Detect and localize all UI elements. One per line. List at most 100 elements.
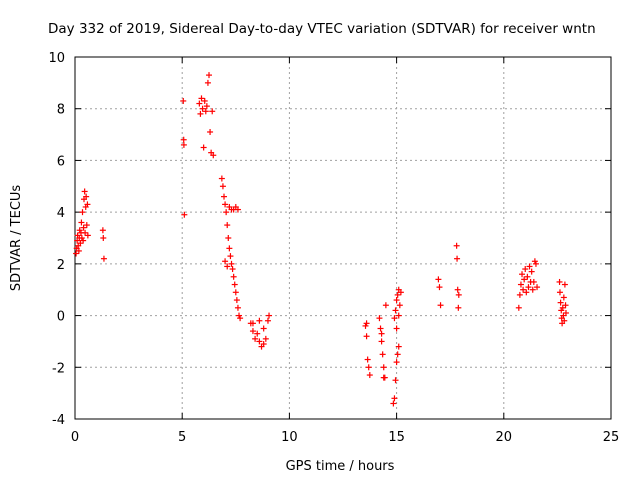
data-point	[455, 291, 462, 298]
data-point	[234, 304, 241, 311]
data-point	[520, 286, 527, 293]
data-point	[210, 152, 217, 159]
y-tick-label: 6	[57, 154, 65, 169]
data-point	[526, 263, 533, 270]
data-point	[378, 330, 385, 337]
data-point	[524, 273, 531, 280]
data-point	[197, 110, 204, 117]
data-point	[392, 377, 399, 384]
data-point	[262, 335, 269, 342]
data-point	[561, 317, 568, 324]
data-point	[232, 289, 239, 296]
data-point	[557, 299, 564, 306]
data-point	[254, 330, 261, 337]
data-point	[393, 297, 400, 304]
data-point	[221, 193, 228, 200]
data-point	[516, 291, 523, 298]
data-point	[198, 95, 205, 102]
data-point	[376, 315, 383, 322]
data-point	[380, 374, 387, 381]
data-point	[196, 100, 203, 107]
data-point	[225, 235, 232, 241]
data-point	[366, 372, 373, 379]
data-point	[260, 325, 267, 332]
data-point	[201, 97, 208, 104]
data-point	[515, 304, 522, 311]
data-point	[222, 201, 229, 208]
data-point	[234, 206, 241, 213]
data-point	[200, 144, 207, 151]
data-point	[436, 284, 443, 291]
data-point	[363, 333, 370, 340]
x-tick-label: 5	[178, 430, 186, 445]
x-tick-label: 15	[388, 430, 405, 445]
data-point	[202, 108, 209, 115]
data-point	[237, 315, 244, 322]
data-point	[378, 338, 385, 345]
data-point	[84, 232, 91, 239]
data-point	[529, 286, 536, 293]
data-point	[455, 304, 462, 311]
data-point	[395, 312, 402, 319]
data-point	[525, 284, 532, 291]
data-point	[393, 359, 400, 366]
data-point	[556, 289, 563, 296]
data-point	[377, 325, 384, 332]
data-point	[561, 281, 568, 288]
data-point	[519, 271, 526, 278]
data-point	[393, 325, 400, 332]
data-point	[100, 235, 107, 241]
data-point	[562, 309, 569, 316]
data-point	[249, 320, 256, 327]
data-point	[204, 79, 211, 86]
data-point	[199, 105, 206, 112]
data-point	[83, 193, 90, 200]
data-point	[394, 351, 401, 358]
y-tick-label: -2	[52, 361, 65, 376]
data-point	[75, 247, 82, 254]
data-point	[219, 183, 226, 190]
data-point	[454, 255, 461, 262]
chart-title: Day 332 of 2019, Sidereal Day-to-day VTE…	[48, 21, 596, 37]
y-tick-label: 4	[57, 206, 65, 221]
data-point	[223, 209, 230, 216]
data-point	[228, 260, 235, 267]
data-point	[249, 328, 256, 335]
y-tick-label: 0	[57, 310, 65, 325]
data-point	[80, 237, 87, 244]
y-tick-label: 2	[57, 258, 65, 273]
data-point	[227, 253, 234, 260]
data-point	[100, 255, 107, 262]
data-point	[260, 341, 267, 348]
data-point	[266, 312, 273, 319]
data-point	[521, 276, 528, 283]
data-point	[264, 317, 271, 324]
x-tick-label: 10	[281, 430, 298, 445]
data-point	[81, 188, 88, 195]
data-point	[222, 258, 229, 265]
data-point	[83, 222, 90, 229]
data-point	[530, 278, 537, 285]
data-point	[534, 284, 541, 291]
data-point	[181, 211, 188, 218]
data-point	[382, 302, 389, 309]
data-point	[522, 266, 529, 273]
data-point	[364, 356, 371, 363]
data-point	[562, 302, 569, 309]
data-point	[528, 268, 535, 275]
x-axis-label: GPS time / hours	[286, 459, 395, 474]
data-point	[252, 335, 259, 342]
data-point	[532, 260, 539, 267]
data-point	[392, 307, 399, 314]
data-point	[224, 222, 231, 229]
grid	[75, 57, 611, 419]
data-point	[233, 297, 240, 304]
data-point	[396, 302, 403, 309]
data-point	[230, 273, 237, 280]
data-point	[453, 242, 460, 249]
data-point	[390, 400, 397, 407]
data-point	[394, 291, 401, 298]
data-point	[84, 201, 91, 208]
x-tick-label: 25	[603, 430, 620, 445]
